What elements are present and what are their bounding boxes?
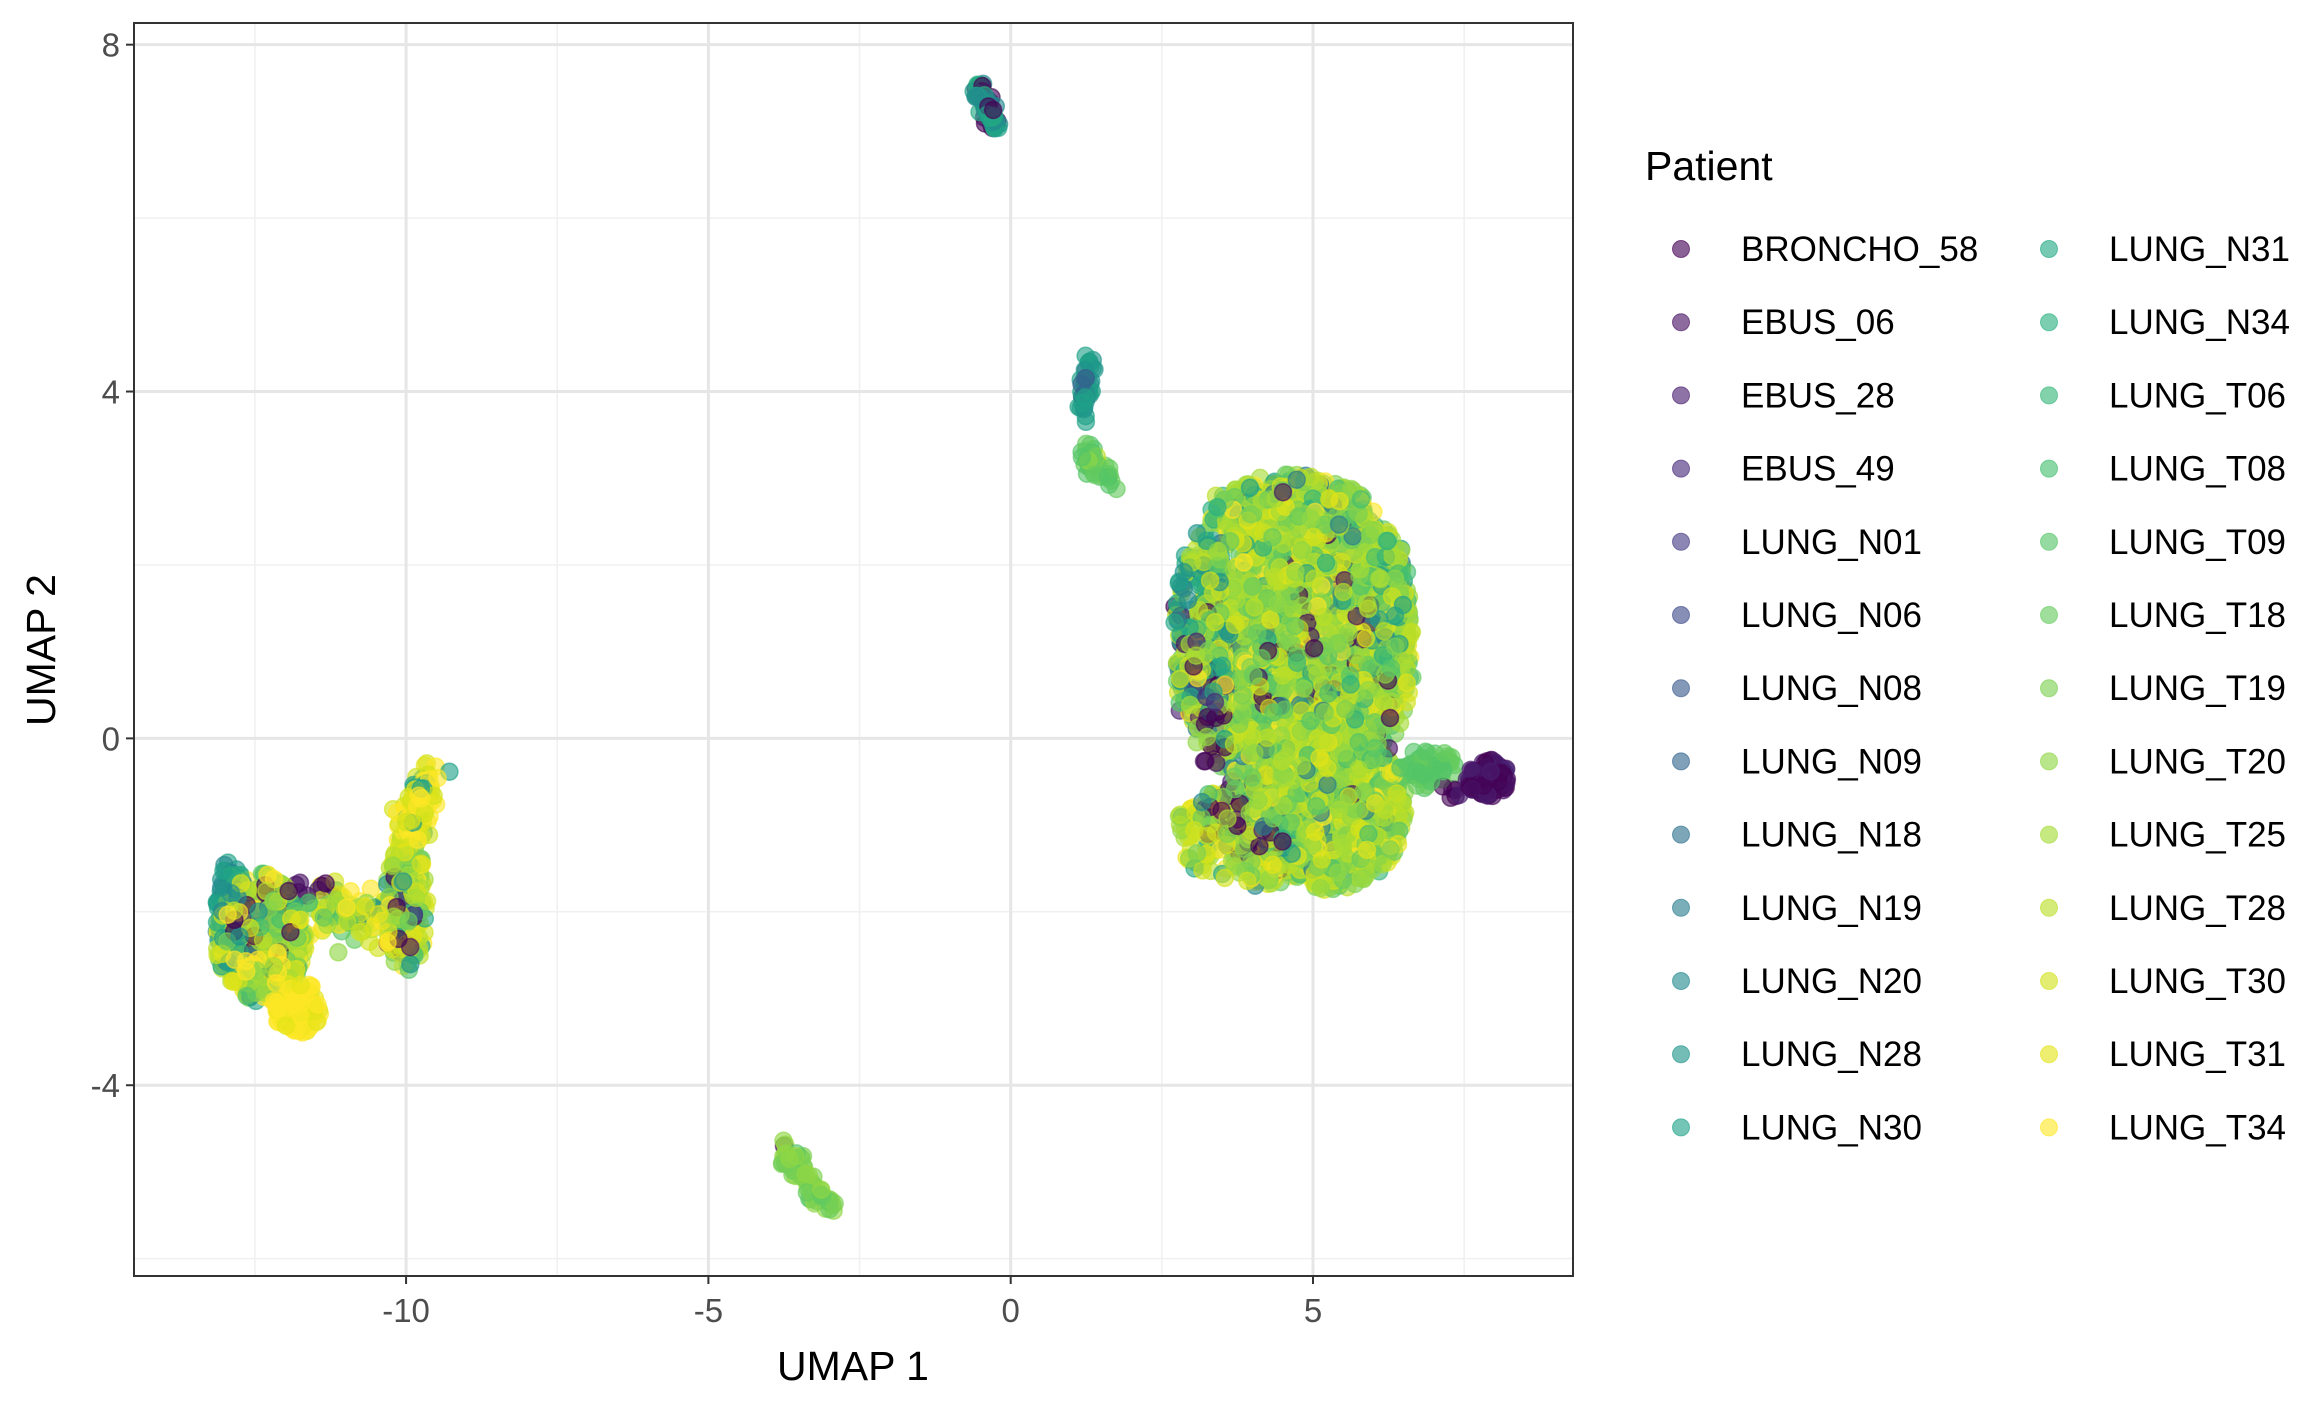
scatter-point bbox=[429, 770, 446, 787]
scatter-point bbox=[330, 944, 347, 961]
scatter-point bbox=[416, 805, 433, 822]
scatter-point bbox=[338, 899, 355, 916]
scatter-point bbox=[1239, 872, 1256, 889]
scatter-point bbox=[1172, 806, 1189, 823]
scatter-point bbox=[342, 883, 359, 900]
scatter-point bbox=[408, 890, 425, 907]
scatter-point bbox=[1417, 743, 1434, 760]
scatter-point bbox=[1216, 870, 1233, 887]
